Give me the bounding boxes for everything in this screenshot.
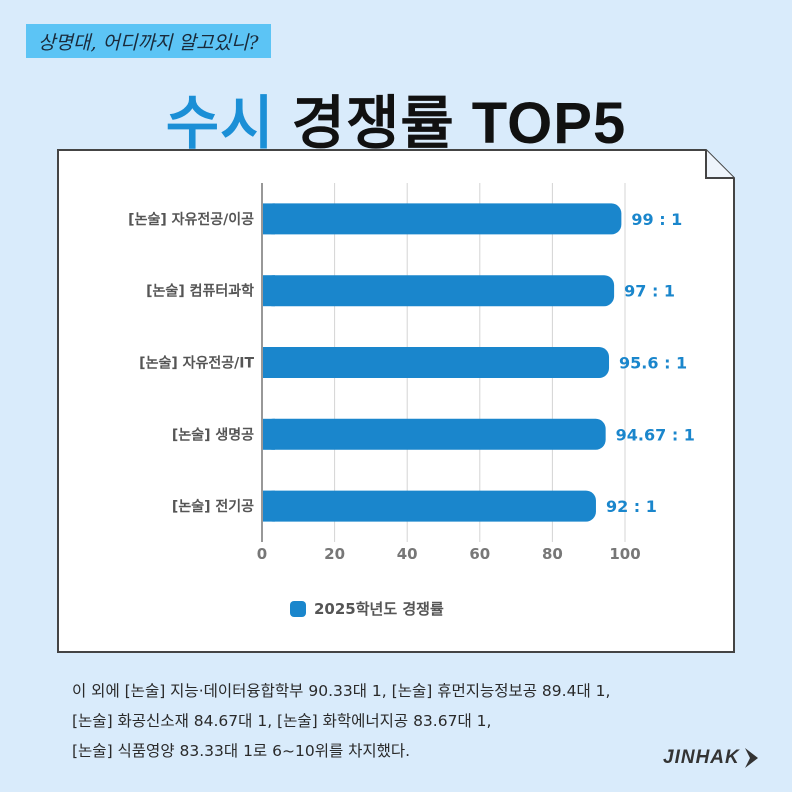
legend-swatch [290,600,306,617]
bar-left-edge [263,275,275,307]
bar [263,418,606,450]
x-tick-label: 20 [324,545,345,563]
category-label: [논술] 전기공 [172,498,254,515]
data-label: 99 : 1 [631,210,682,229]
title-accent: 수시 [165,91,275,156]
bar-left-edge [263,203,275,235]
x-tick-label: 100 [609,545,640,563]
footnote: 이 외에 [논술] 지능·데이터융합학부 90.33대 1, [논술] 휴먼지능… [72,676,752,766]
x-tick-label: 80 [542,545,563,563]
logo-text: JINHAK [663,747,740,768]
data-label: 94.67 : 1 [616,425,695,444]
title-rest: 경쟁률 TOP5 [291,91,627,156]
bar [263,203,622,235]
bar-chart: 0 20 40 60 80 100 [논술] 자유전공/이공 99 : 1 [논술] 컴퓨터과학… [57,149,735,653]
category-label: [논술] 자유전공/IT [139,355,254,372]
logo-arrow-icon [744,748,758,768]
bar [263,347,610,378]
chart-legend: 2025학년도 경쟁률 [290,598,444,619]
bar-left-edge [263,418,275,450]
data-label: 97 : 1 [624,282,675,301]
tagline-text: 상명대, 어디까지 알고있니? [38,31,259,54]
folded-corner [705,150,734,179]
category-label: [논술] 생명공 [172,426,254,443]
bar-left-edge [263,490,275,522]
x-tick-label: 60 [469,545,490,563]
tagline-banner: 상명대, 어디까지 알고있니? [26,24,271,58]
page-title: 수시 경쟁률 TOP5 [0,76,792,160]
footnote-line-1: 이 외에 [논술] 지능·데이터융합학부 90.33대 1, [논술] 휴먼지능… [72,682,611,700]
bar [263,490,596,522]
footnote-line-3: [논술] 식품영양 83.33대 1로 6~10위를 차지했다. [72,742,411,760]
data-label: 92 : 1 [606,497,657,516]
data-label: 95.6 : 1 [619,354,687,373]
x-tick-label: 40 [397,545,418,563]
bar-left-edge [263,347,275,378]
bar [263,275,615,307]
category-label: [논술] 컴퓨터과학 [146,284,254,300]
footnote-line-2: [논술] 화공신소재 84.67대 1, [논술] 화학에너지공 83.67대 … [72,712,492,730]
legend-label: 2025학년도 경쟁률 [314,600,444,618]
jinhak-logo: JINHAK [663,746,762,770]
category-label: [논술] 자유전공/이공 [128,211,254,228]
chart-card: 0 20 40 60 80 100 [논술] 자유전공/이공 99 : 1 [논술] 컴퓨터과학… [57,149,735,653]
x-tick-label: 0 [257,545,267,563]
